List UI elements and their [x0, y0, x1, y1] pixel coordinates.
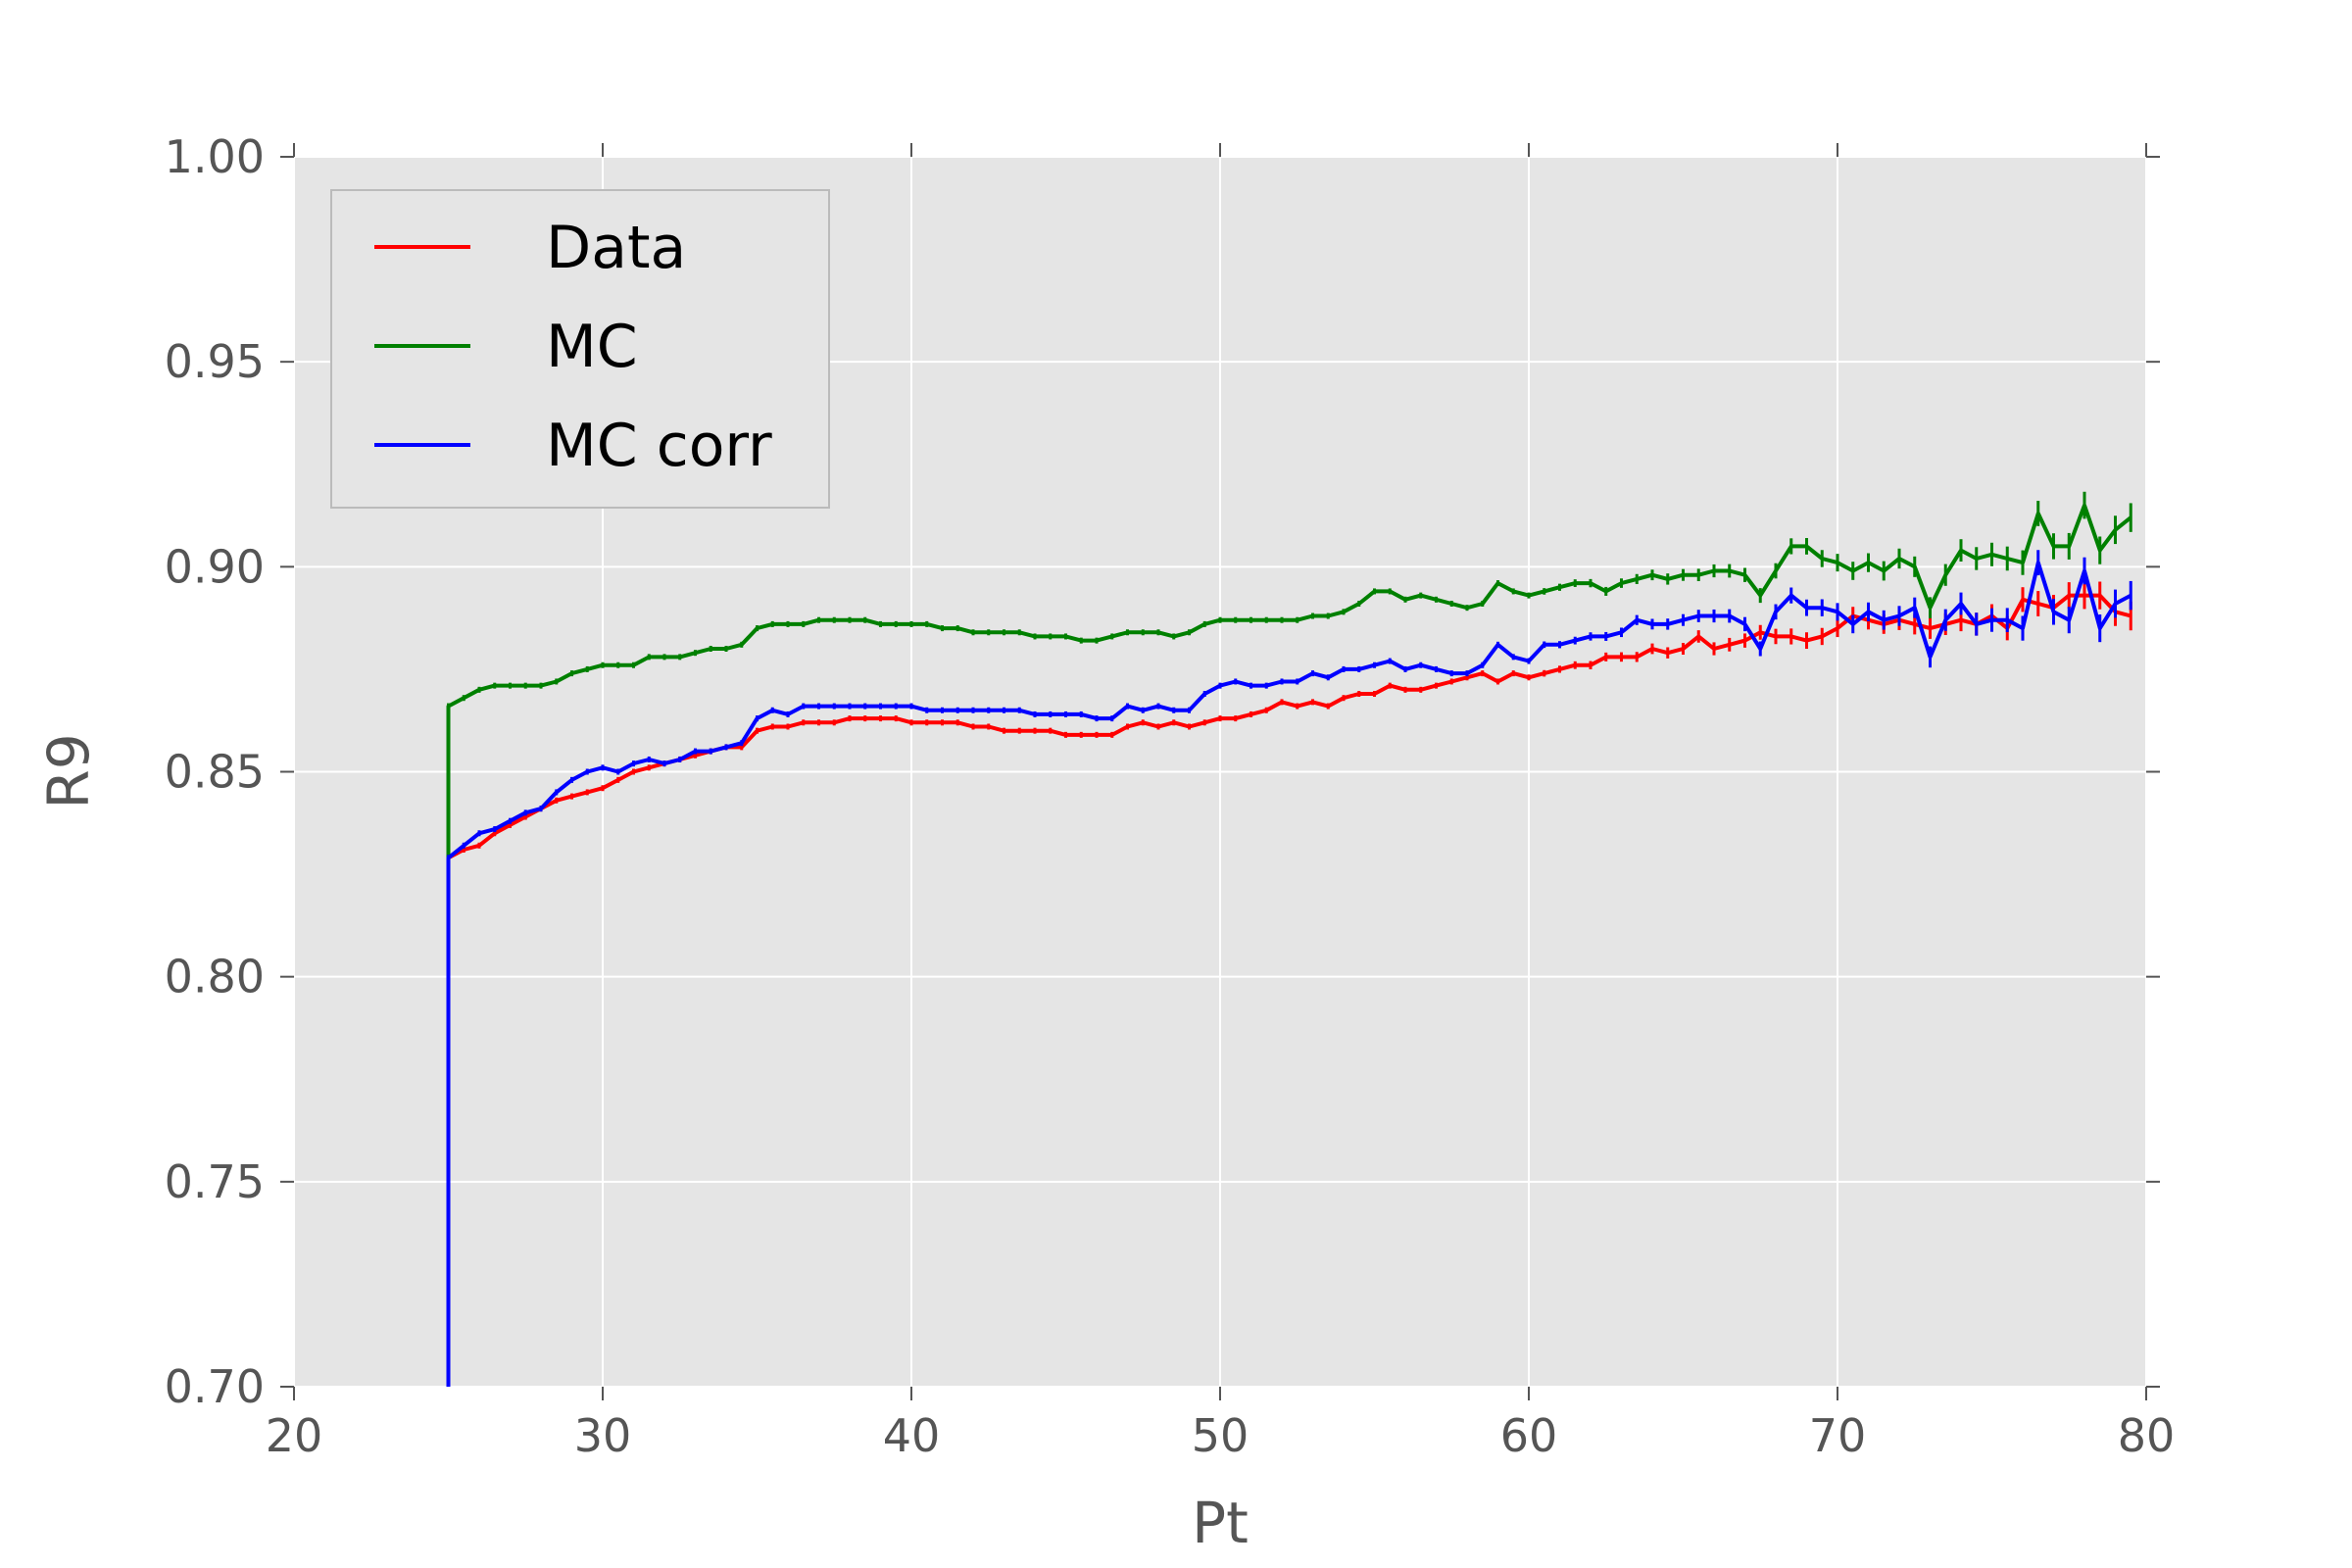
y-axis-label: R9 — [35, 733, 102, 808]
ticks: 20 30 40 50 60 70 80 0.70 0.75 0.80 0.85 0.90 0.95 1.… — [165, 130, 2176, 1462]
legend-label-mc: MC — [546, 313, 638, 381]
x-tick-label: 40 — [883, 1409, 941, 1462]
x-tick-label: 50 — [1192, 1409, 1250, 1462]
series-layer — [446, 491, 2132, 1387]
x-tick-label: 80 — [2118, 1409, 2176, 1462]
x-tick-label: 70 — [1809, 1409, 1867, 1462]
legend-label-mc-corr: MC corr — [546, 412, 772, 480]
x-tick-label: 30 — [574, 1409, 632, 1462]
y-tick-label: 0.90 — [165, 540, 265, 593]
y-tick-label: 0.70 — [165, 1360, 265, 1413]
legend-label-data: Data — [546, 214, 686, 282]
y-tick-label: 0.80 — [165, 951, 265, 1004]
legend-box — [330, 189, 830, 509]
legend: Data MC MC corr — [330, 189, 830, 509]
y-tick-label: 0.85 — [165, 746, 265, 799]
x-tick-label: 60 — [1500, 1409, 1558, 1462]
y-tick-label: 0.95 — [165, 335, 265, 388]
x-tick-label: 20 — [266, 1409, 323, 1462]
y-tick-label: 0.75 — [165, 1155, 265, 1208]
x-axis-label: Pt — [1192, 1490, 1249, 1556]
y-tick-label: 1.00 — [165, 130, 265, 183]
